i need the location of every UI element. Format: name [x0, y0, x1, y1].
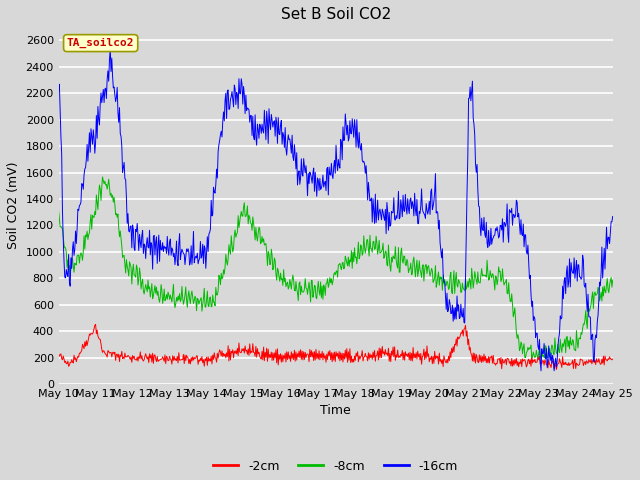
Title: Set B Soil CO2: Set B Soil CO2 — [280, 7, 391, 22]
Text: TA_soilco2: TA_soilco2 — [67, 38, 134, 48]
X-axis label: Time: Time — [320, 405, 351, 418]
Legend: -2cm, -8cm, -16cm: -2cm, -8cm, -16cm — [208, 455, 463, 478]
Y-axis label: Soil CO2 (mV): Soil CO2 (mV) — [7, 162, 20, 250]
